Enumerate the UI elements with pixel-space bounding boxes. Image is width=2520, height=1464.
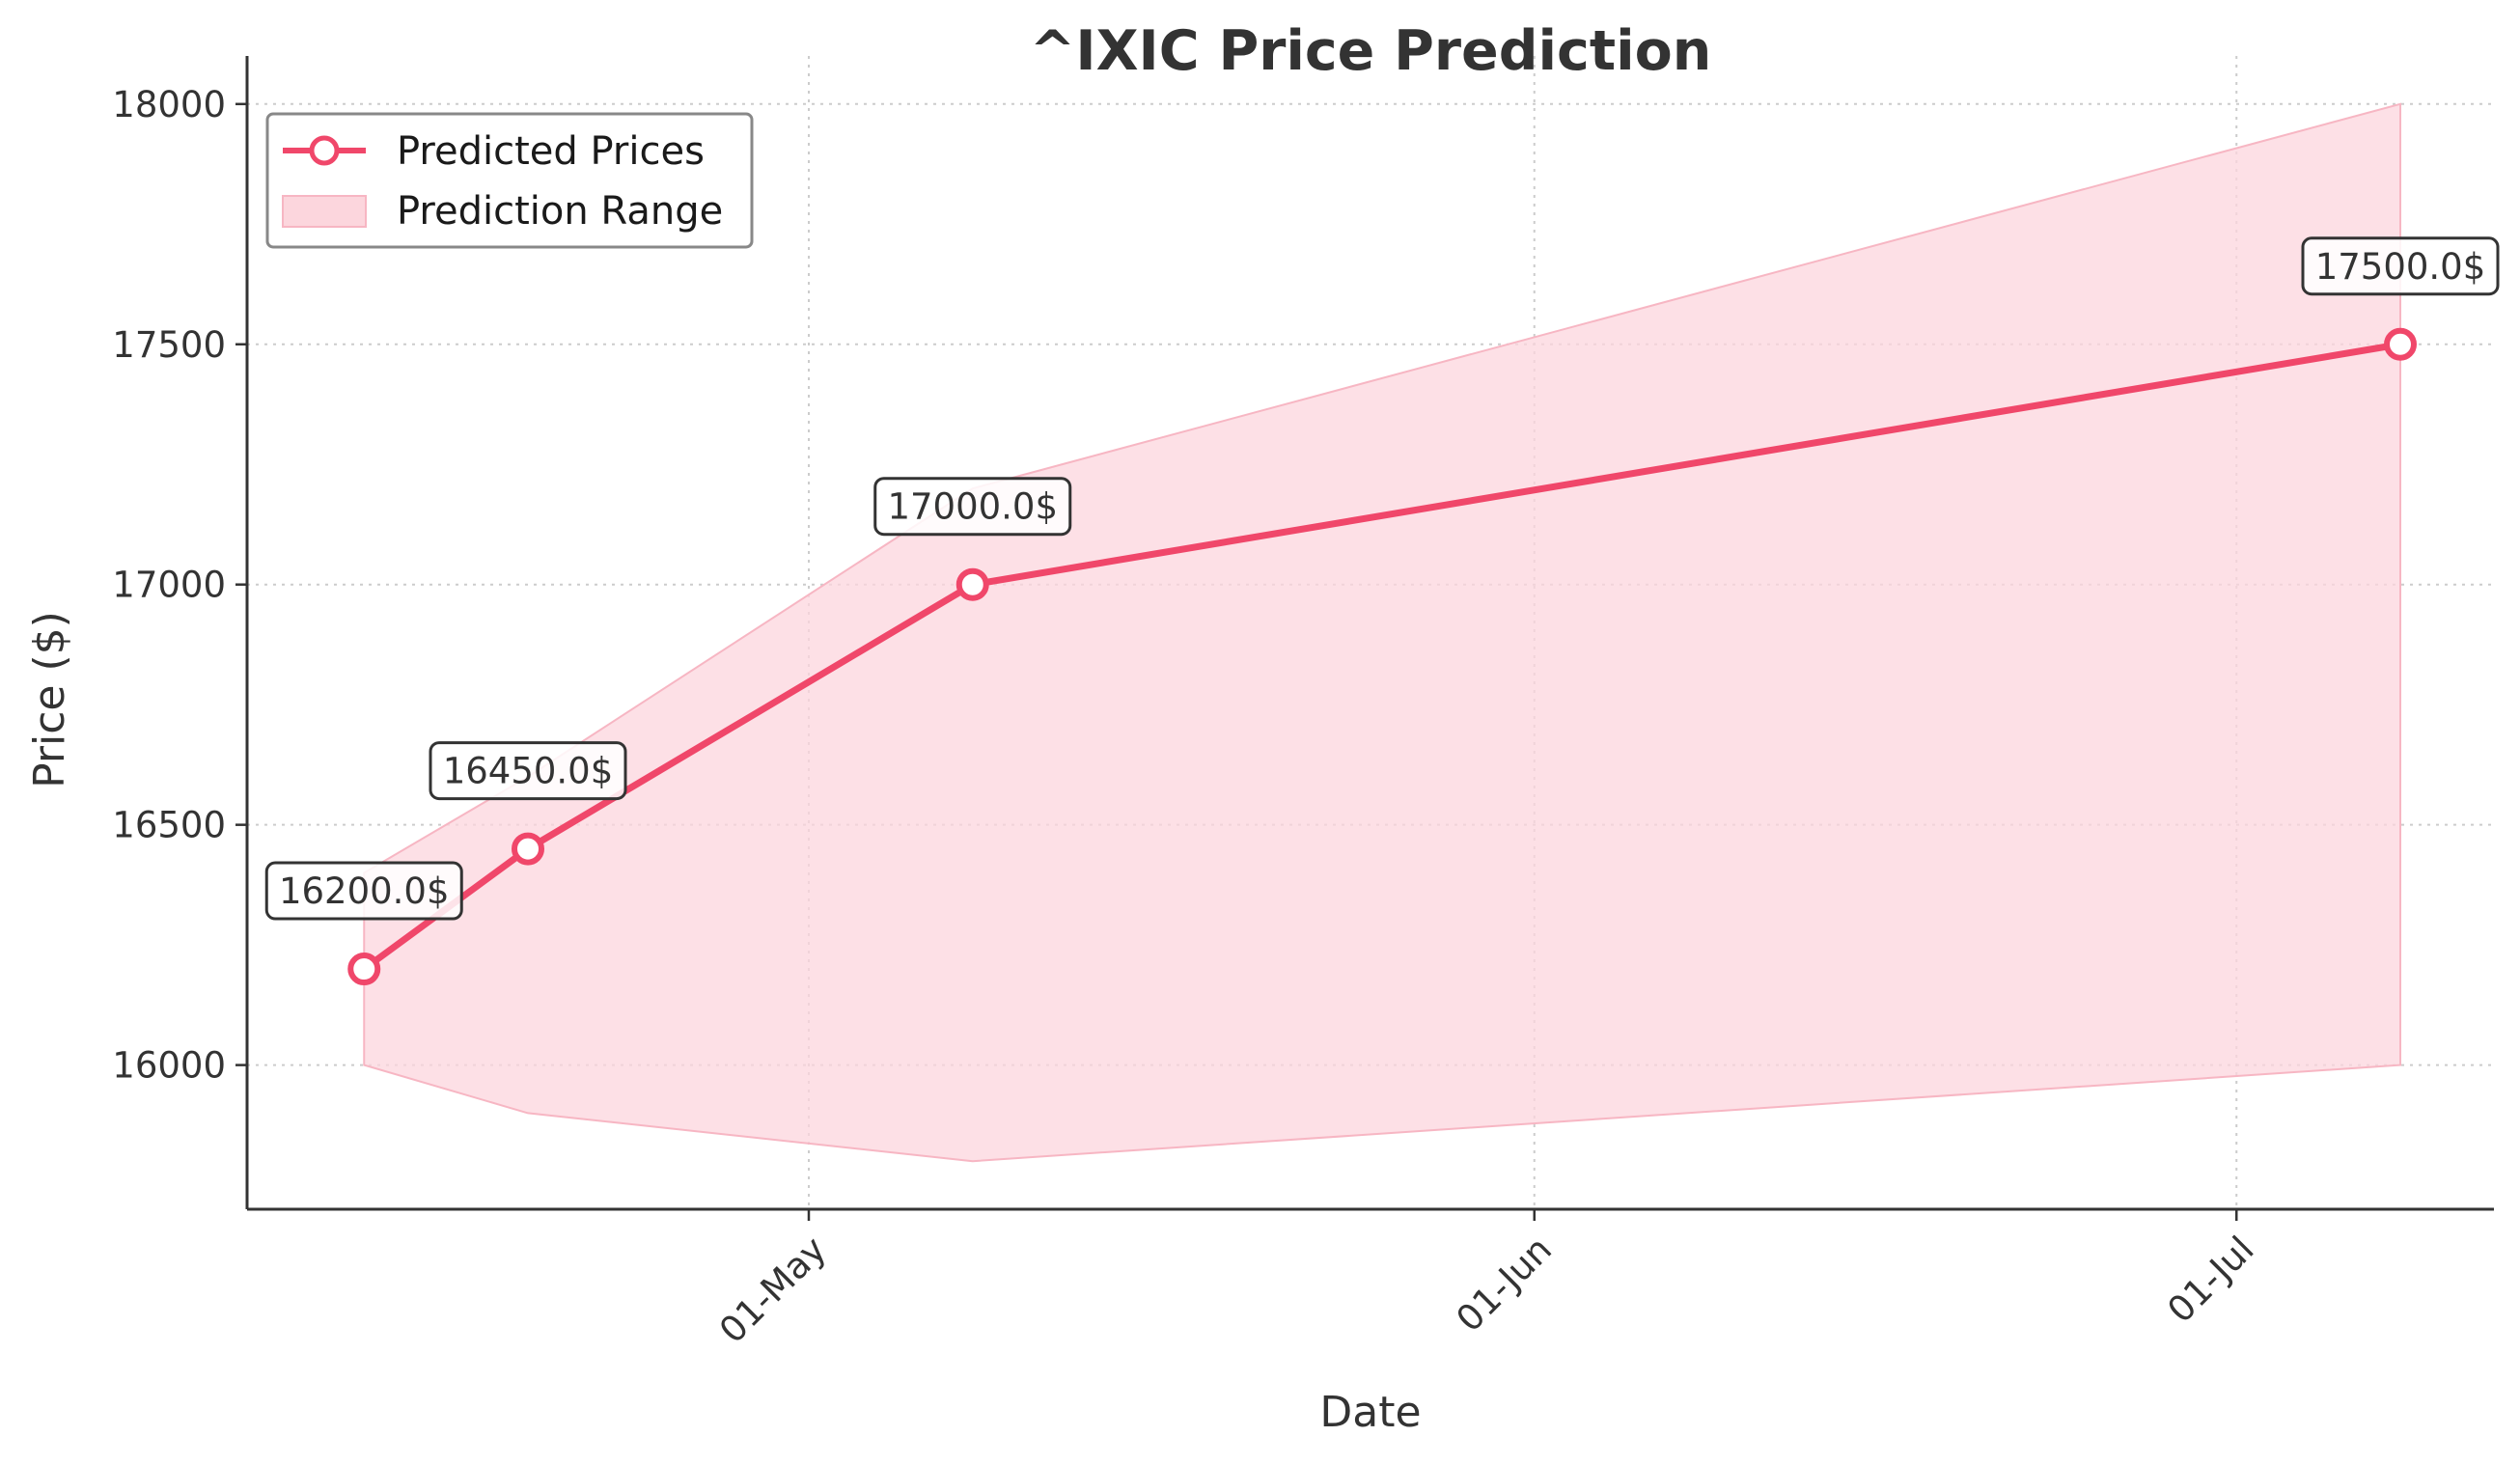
data-label: 17500.0$ (2315, 246, 2486, 288)
data-point-marker (512, 832, 544, 866)
data-label: 16200.0$ (279, 870, 450, 912)
y-tick-label: 18000 (112, 84, 226, 125)
data-point-marker (2384, 327, 2417, 361)
legend-label-prediction-range: Prediction Range (397, 189, 723, 234)
y-axis-label: Price ($) (25, 611, 74, 788)
prediction-range-band (363, 102, 2401, 1163)
y-tick-label: 16000 (112, 1045, 226, 1087)
data-label-box (873, 477, 1072, 537)
data-point-marker (347, 953, 381, 986)
y-tick-label: 17500 (112, 324, 226, 366)
legend-marker-swatch (309, 135, 340, 166)
y-tick-label: 16500 (112, 805, 226, 846)
data-label: 17000.0$ (887, 486, 1058, 528)
point-annotations: 16200.0$ 16450.0$ 17000.0$ 17500.0$ (264, 236, 2500, 921)
data-label-box (264, 861, 463, 921)
data-label-box (429, 741, 627, 801)
x-axis-label: Date (1319, 1388, 1421, 1437)
prediction-range-area (363, 102, 2401, 1163)
data-label-box (2301, 236, 2500, 296)
data-point-marker (955, 567, 989, 601)
chart-title: ^IXIC Price Prediction (1030, 19, 1712, 83)
legend-range-swatch (282, 195, 367, 228)
legend-label-predicted-prices: Predicted Prices (397, 129, 705, 174)
legend: Predicted Prices Prediction Range (265, 112, 754, 249)
legend-frame (265, 112, 754, 249)
data-label: 16450.0$ (443, 751, 614, 792)
y-tick-label: 17000 (112, 565, 226, 606)
